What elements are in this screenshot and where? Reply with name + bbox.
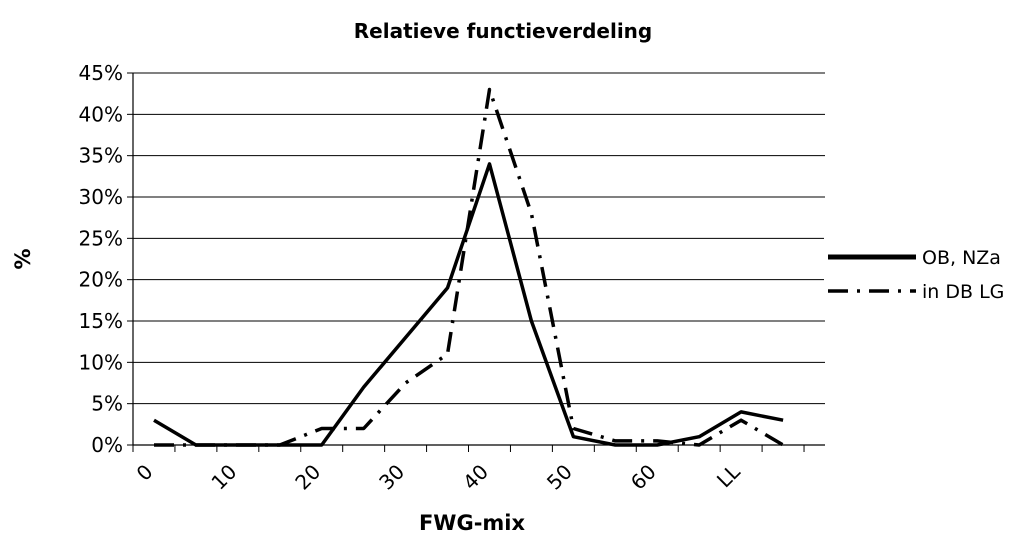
x-tick-label: LL xyxy=(712,459,745,492)
gridlines xyxy=(133,72,825,405)
x-tick-label: 50 xyxy=(542,460,577,495)
legend-label-in-db-lg: in DB LG xyxy=(922,281,1004,303)
y-tick-label: 10% xyxy=(79,350,123,374)
x-tick-label: 0 xyxy=(132,460,158,486)
legend-box xyxy=(824,234,1016,312)
y-tick-label: 0% xyxy=(91,433,123,457)
axes xyxy=(132,73,825,446)
y-tick-label: 15% xyxy=(79,309,123,333)
x-axis-ticks: 0 10 20 30 40 50 60 LL xyxy=(132,445,805,495)
series-line-ob-nza xyxy=(153,162,784,447)
y-tick-label: 20% xyxy=(79,268,123,292)
x-tick-label: 40 xyxy=(458,460,493,495)
series-line-in-db-lg xyxy=(154,87,784,447)
y-axis-ticks: 0% 5% 10% 15% 20% 25% 30% 35% 40% 45% xyxy=(79,61,133,457)
y-axis-title: % xyxy=(11,248,35,269)
legend: OB, NZa in DB LG xyxy=(824,234,1016,312)
y-tick-label: 35% xyxy=(79,144,123,168)
x-tick-label: 60 xyxy=(626,460,661,495)
x-tick-label: 30 xyxy=(374,460,409,495)
y-tick-label: 45% xyxy=(79,61,123,85)
y-tick-label: 40% xyxy=(79,102,123,126)
x-tick-label: 10 xyxy=(206,460,241,495)
y-tick-label: 30% xyxy=(79,185,123,209)
chart-title: Relatieve functieverdeling xyxy=(354,19,653,43)
y-tick-label: 25% xyxy=(79,226,123,250)
x-axis-title: FWG-mix xyxy=(419,511,526,535)
plot-area: 0% 5% 10% 15% 20% 25% 30% 35% 40% 45% 0 10 20 30 40 50… xyxy=(79,61,825,495)
legend-label-ob-nza: OB, NZa xyxy=(922,247,1001,269)
y-tick-label: 5% xyxy=(91,392,123,416)
x-tick-label: 20 xyxy=(290,460,325,495)
series-lines xyxy=(153,87,784,447)
